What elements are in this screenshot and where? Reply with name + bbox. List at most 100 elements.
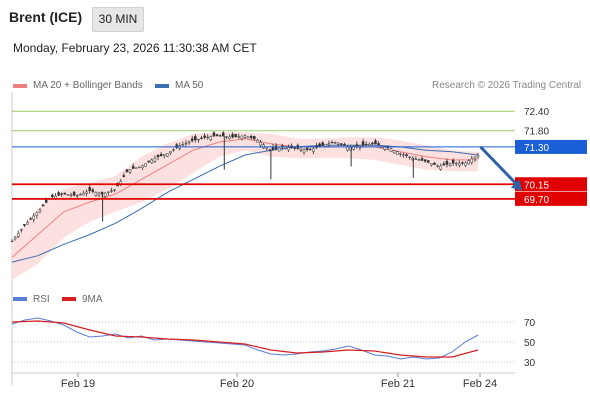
- candle-body: [38, 209, 42, 212]
- candle-body: [243, 135, 247, 138]
- candle-body: [128, 169, 132, 173]
- legend-ma20-label: MA 20 + Bollinger Bands: [33, 80, 143, 91]
- candle-body: [200, 137, 203, 140]
- candle-body: [88, 187, 91, 191]
- candle-body: [395, 151, 399, 155]
- candle-body: [113, 189, 116, 191]
- candle-body: [228, 136, 231, 140]
- candle-body: [162, 154, 166, 156]
- candle-body: [330, 141, 334, 144]
- candle-body: [222, 132, 225, 137]
- candle-body: [66, 194, 70, 196]
- rsi-ma-legend-label: 9MA: [82, 294, 103, 305]
- candle-body: [340, 143, 343, 145]
- candle-body: [172, 149, 175, 151]
- candle-body: [72, 191, 76, 196]
- candle-body: [234, 134, 237, 137]
- candle-body: [402, 154, 405, 156]
- x-tick-label: Feb 24: [463, 378, 497, 390]
- level-label-resistance: 71.80: [524, 127, 549, 138]
- candle-body: [63, 192, 67, 195]
- candle-body: [246, 136, 250, 139]
- candle-body: [23, 224, 26, 226]
- candle-body: [253, 135, 256, 140]
- candle-body: [147, 160, 150, 163]
- candle-body: [107, 191, 110, 193]
- candle-body: [169, 151, 172, 154]
- candle-body: [414, 158, 418, 160]
- level-label-support: 69.70: [524, 195, 549, 206]
- candle-body: [458, 162, 461, 166]
- candle-body: [175, 144, 178, 148]
- x-tick-label: Feb 21: [381, 378, 415, 390]
- candle-body: [448, 163, 452, 166]
- candle-body: [141, 165, 144, 168]
- candle-body: [473, 156, 477, 160]
- candle-body: [215, 134, 219, 137]
- candle-body: [20, 229, 23, 231]
- candle-body: [417, 159, 421, 161]
- candle-body: [445, 160, 449, 165]
- candle-body: [150, 159, 154, 163]
- candle-body: [430, 163, 433, 166]
- candle-body: [305, 147, 309, 151]
- candle-body: [197, 138, 200, 141]
- candle-body: [321, 142, 324, 146]
- candle-body: [82, 192, 85, 196]
- legend-ma50-label: MA 50: [175, 80, 204, 91]
- rsi-ma-line: [11, 320, 479, 358]
- candle-body: [110, 190, 113, 192]
- x-tick-label: Feb 19: [61, 378, 95, 390]
- level-tag-support: [515, 177, 587, 192]
- candle-body: [327, 143, 331, 146]
- legend-ma20-bb: MA 20 + Bollinger Bands: [13, 80, 143, 91]
- ma20-swatch: [13, 83, 27, 88]
- candle-body: [427, 160, 430, 163]
- candle-body: [364, 143, 368, 146]
- legend-ma50: MA 50: [155, 80, 203, 91]
- candle-body: [91, 189, 95, 192]
- candle-body: [392, 150, 396, 154]
- instrument-title: Brent (ICE): [9, 9, 83, 25]
- rsi-tick-label: 70: [524, 318, 536, 329]
- x-tick-label: Feb 20: [220, 378, 254, 390]
- candle-body: [302, 149, 306, 153]
- level-label-pivot: 71.30: [524, 143, 549, 154]
- candle-body: [476, 154, 480, 158]
- candle-body: [85, 191, 88, 194]
- rsi-tick-label: 50: [524, 338, 536, 349]
- candle-body: [190, 138, 194, 142]
- candle-body: [138, 166, 141, 168]
- candle-body: [212, 132, 216, 137]
- candle-body: [352, 146, 355, 150]
- candle-body: [203, 135, 206, 138]
- candle-body: [159, 153, 163, 157]
- candle-body: [423, 159, 427, 162]
- rsi-line: [11, 317, 479, 360]
- candle-body: [420, 158, 424, 161]
- rsi-ma-legend-swatch: [62, 297, 76, 301]
- candle-body: [389, 148, 393, 152]
- candle-body: [135, 167, 138, 169]
- candle-body: [464, 162, 467, 167]
- candle-body: [343, 143, 346, 146]
- candle-body: [470, 158, 474, 163]
- candle-body: [122, 175, 126, 177]
- candle-body: [383, 146, 387, 150]
- candle-body: [262, 144, 265, 149]
- candle-body: [461, 162, 464, 164]
- candle-body: [35, 212, 39, 216]
- candle-body: [26, 221, 29, 225]
- candle-body: [377, 143, 380, 145]
- level-label-resistance: 72.40: [524, 107, 549, 118]
- candle-body: [231, 133, 234, 138]
- candle-body: [355, 144, 359, 147]
- candle-body: [439, 165, 442, 170]
- candle-body: [194, 136, 197, 141]
- interval-button[interactable]: 30 MIN: [92, 7, 144, 32]
- candle-body: [259, 142, 262, 146]
- candle-body: [256, 139, 259, 143]
- candle-body: [206, 136, 209, 139]
